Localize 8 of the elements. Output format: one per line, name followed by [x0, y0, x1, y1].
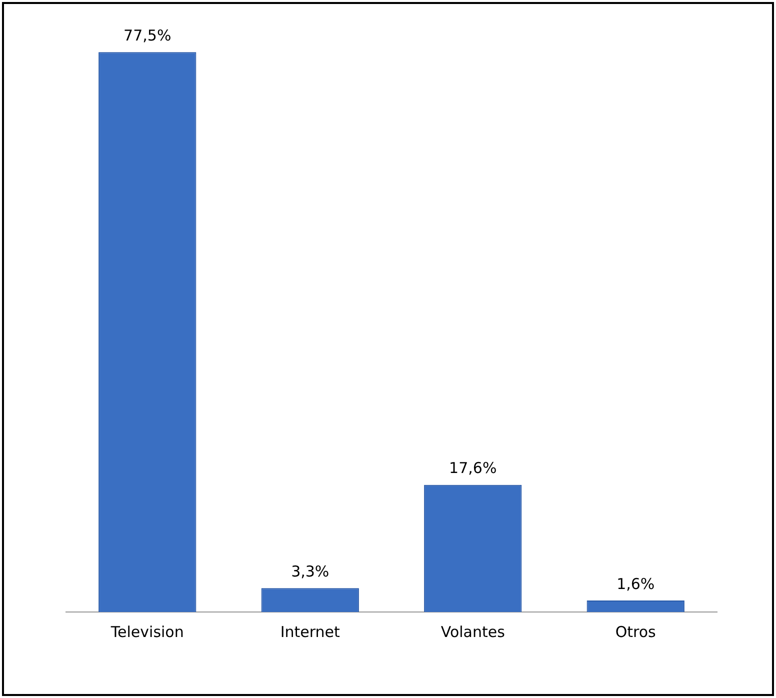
x-tick-label: Volantes [440, 622, 506, 641]
x-tick-label: Internet [280, 622, 340, 641]
x-tick-label: Otros [615, 622, 656, 641]
x-tick-label: Television [110, 622, 184, 641]
data-label: 77,5% [124, 26, 172, 44]
data-label: 3,3% [291, 562, 330, 581]
data-label: 17,6% [449, 459, 497, 478]
data-label: 1,6% [616, 574, 655, 593]
